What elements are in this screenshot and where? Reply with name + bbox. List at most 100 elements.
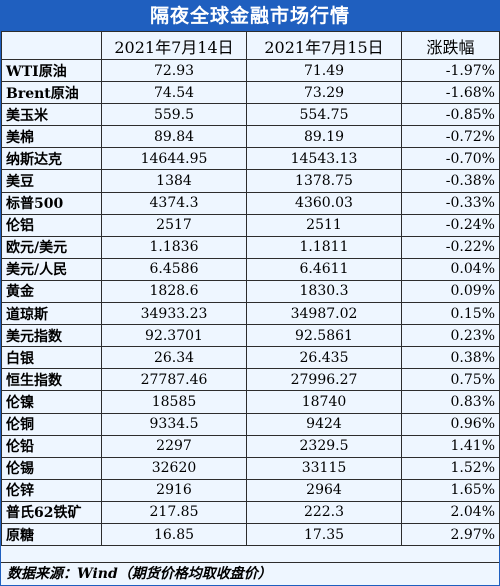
value-date-1: 72.93 <box>101 58 247 83</box>
value-date-1: 4374.3 <box>101 191 247 215</box>
instrument-name: 纳斯达克 <box>1 147 102 171</box>
table-header-row: 2021年7月14日 2021年7月15日 涨跌幅 <box>1 31 500 60</box>
instrument-name: 道琼斯 <box>1 302 102 326</box>
instrument-name: 美玉米 <box>1 103 102 127</box>
change-percent: -1.97% <box>401 58 500 83</box>
change-percent: -1.68% <box>401 81 500 105</box>
table-row: 黄金 1828.6 1830.3 0.09% <box>1 279 500 304</box>
value-date-1: 32620 <box>101 456 247 480</box>
value-date-1: 1828.6 <box>101 279 247 304</box>
market-data-table: 2021年7月14日 2021年7月15日 涨跌幅 WTI原油 72.93 71.4… <box>1 31 500 547</box>
instrument-name: 伦铝 <box>1 213 102 237</box>
change-percent: 0.23% <box>401 324 500 348</box>
column-header-instrument <box>1 31 102 60</box>
table-row: 伦铅 2297 2329.5 1.41% <box>1 434 500 458</box>
table-row: WTI原油 72.93 71.49 -1.97% <box>1 58 500 83</box>
change-percent: -0.70% <box>401 147 500 171</box>
change-percent: 0.83% <box>401 390 500 414</box>
change-percent: -0.22% <box>401 235 500 259</box>
instrument-name: 黄金 <box>1 279 102 304</box>
instrument-name: WTI原油 <box>1 58 102 83</box>
value-date-2: 73.29 <box>246 81 402 105</box>
value-date-1: 559.5 <box>101 103 247 127</box>
value-date-2: 4360.03 <box>246 191 402 215</box>
table-row: 美棉 89.84 89.19 -0.72% <box>1 125 500 149</box>
value-date-2: 222.3 <box>246 500 402 524</box>
instrument-name: 标普500 <box>1 191 102 215</box>
value-date-2: 14543.13 <box>246 147 402 171</box>
value-date-2: 27996.27 <box>246 368 402 392</box>
change-percent: 1.52% <box>401 456 500 480</box>
instrument-name: Brent原油 <box>1 81 102 105</box>
value-date-1: 1.1836 <box>101 235 247 259</box>
value-date-2: 71.49 <box>246 58 402 83</box>
table-row: 伦铜 9334.5 9424 0.96% <box>1 412 500 436</box>
instrument-name: 白银 <box>1 346 102 370</box>
change-percent: -0.33% <box>401 191 500 215</box>
value-date-1: 92.3701 <box>101 324 247 348</box>
value-date-2: 1.1811 <box>246 235 402 259</box>
instrument-name: 美元/人民 <box>1 257 102 281</box>
instrument-name: 原糖 <box>1 522 102 547</box>
value-date-1: 14644.95 <box>101 147 247 171</box>
value-date-1: 89.84 <box>101 125 247 149</box>
change-percent: -0.24% <box>401 213 500 237</box>
instrument-name: 伦锌 <box>1 478 102 502</box>
change-percent: 0.09% <box>401 279 500 304</box>
instrument-name: 美棉 <box>1 125 102 149</box>
table-row: 美玉米 559.5 554.75 -0.85% <box>1 103 500 127</box>
value-date-2: 18740 <box>246 390 402 414</box>
value-date-1: 2297 <box>101 434 247 458</box>
change-percent: 2.04% <box>401 500 500 524</box>
change-percent: 0.15% <box>401 302 500 326</box>
instrument-name: 伦铜 <box>1 412 102 436</box>
value-date-1: 16.85 <box>101 522 247 547</box>
column-header-date-1: 2021年7月14日 <box>101 31 247 60</box>
value-date-1: 34933.23 <box>101 302 247 326</box>
change-percent: 0.75% <box>401 368 500 392</box>
value-date-1: 1384 <box>101 169 247 193</box>
change-percent: 0.38% <box>401 346 500 370</box>
value-date-1: 217.85 <box>101 500 247 524</box>
change-percent: 0.96% <box>401 412 500 436</box>
table-row: 伦铝 2517 2511 -0.24% <box>1 213 500 237</box>
instrument-name: 伦镍 <box>1 390 102 414</box>
change-percent: -0.38% <box>401 169 500 193</box>
value-date-2: 89.19 <box>246 125 402 149</box>
data-source-footer: 数据来源：Wind（期货价格均取收盘价） <box>1 562 499 585</box>
value-date-2: 17.35 <box>246 522 402 547</box>
value-date-2: 2511 <box>246 213 402 237</box>
instrument-name: 普氏62铁矿 <box>1 500 102 524</box>
change-percent: -0.72% <box>401 125 500 149</box>
value-date-2: 554.75 <box>246 103 402 127</box>
instrument-name: 恒生指数 <box>1 368 102 392</box>
change-percent: 0.04% <box>401 257 500 281</box>
instrument-name: 美元指数 <box>1 324 102 348</box>
table-row: 纳斯达克 14644.95 14543.13 -0.70% <box>1 147 500 171</box>
table-row: 欧元/美元 1.1836 1.1811 -0.22% <box>1 235 500 259</box>
value-date-2: 1830.3 <box>246 279 402 304</box>
value-date-1: 26.34 <box>101 346 247 370</box>
table-row: 白银 26.34 26.435 0.38% <box>1 346 500 370</box>
instrument-name: 伦锡 <box>1 456 102 480</box>
table-row: 原糖 16.85 17.35 2.97% <box>1 522 500 547</box>
table-row: 道琼斯 34933.23 34987.02 0.15% <box>1 302 500 326</box>
column-header-change: 涨跌幅 <box>401 31 500 60</box>
column-header-date-2: 2021年7月15日 <box>246 31 402 60</box>
value-date-1: 9334.5 <box>101 412 247 436</box>
instrument-name: 美豆 <box>1 169 102 193</box>
instrument-name: 伦铅 <box>1 434 102 458</box>
table-body: WTI原油 72.93 71.49 -1.97% Brent原油 74.54 73.29 -1… <box>1 58 500 547</box>
change-percent: -0.85% <box>401 103 500 127</box>
table-row: 恒生指数 27787.46 27996.27 0.75% <box>1 368 500 392</box>
table-row: 美元/人民 6.4586 6.4611 0.04% <box>1 257 500 281</box>
value-date-2: 92.5861 <box>246 324 402 348</box>
value-date-1: 6.4586 <box>101 257 247 281</box>
change-percent: 1.41% <box>401 434 500 458</box>
value-date-2: 34987.02 <box>246 302 402 326</box>
table-row: Brent原油 74.54 73.29 -1.68% <box>1 81 500 105</box>
table-row: 美元指数 92.3701 92.5861 0.23% <box>1 324 500 348</box>
value-date-1: 74.54 <box>101 81 247 105</box>
value-date-2: 33115 <box>246 456 402 480</box>
